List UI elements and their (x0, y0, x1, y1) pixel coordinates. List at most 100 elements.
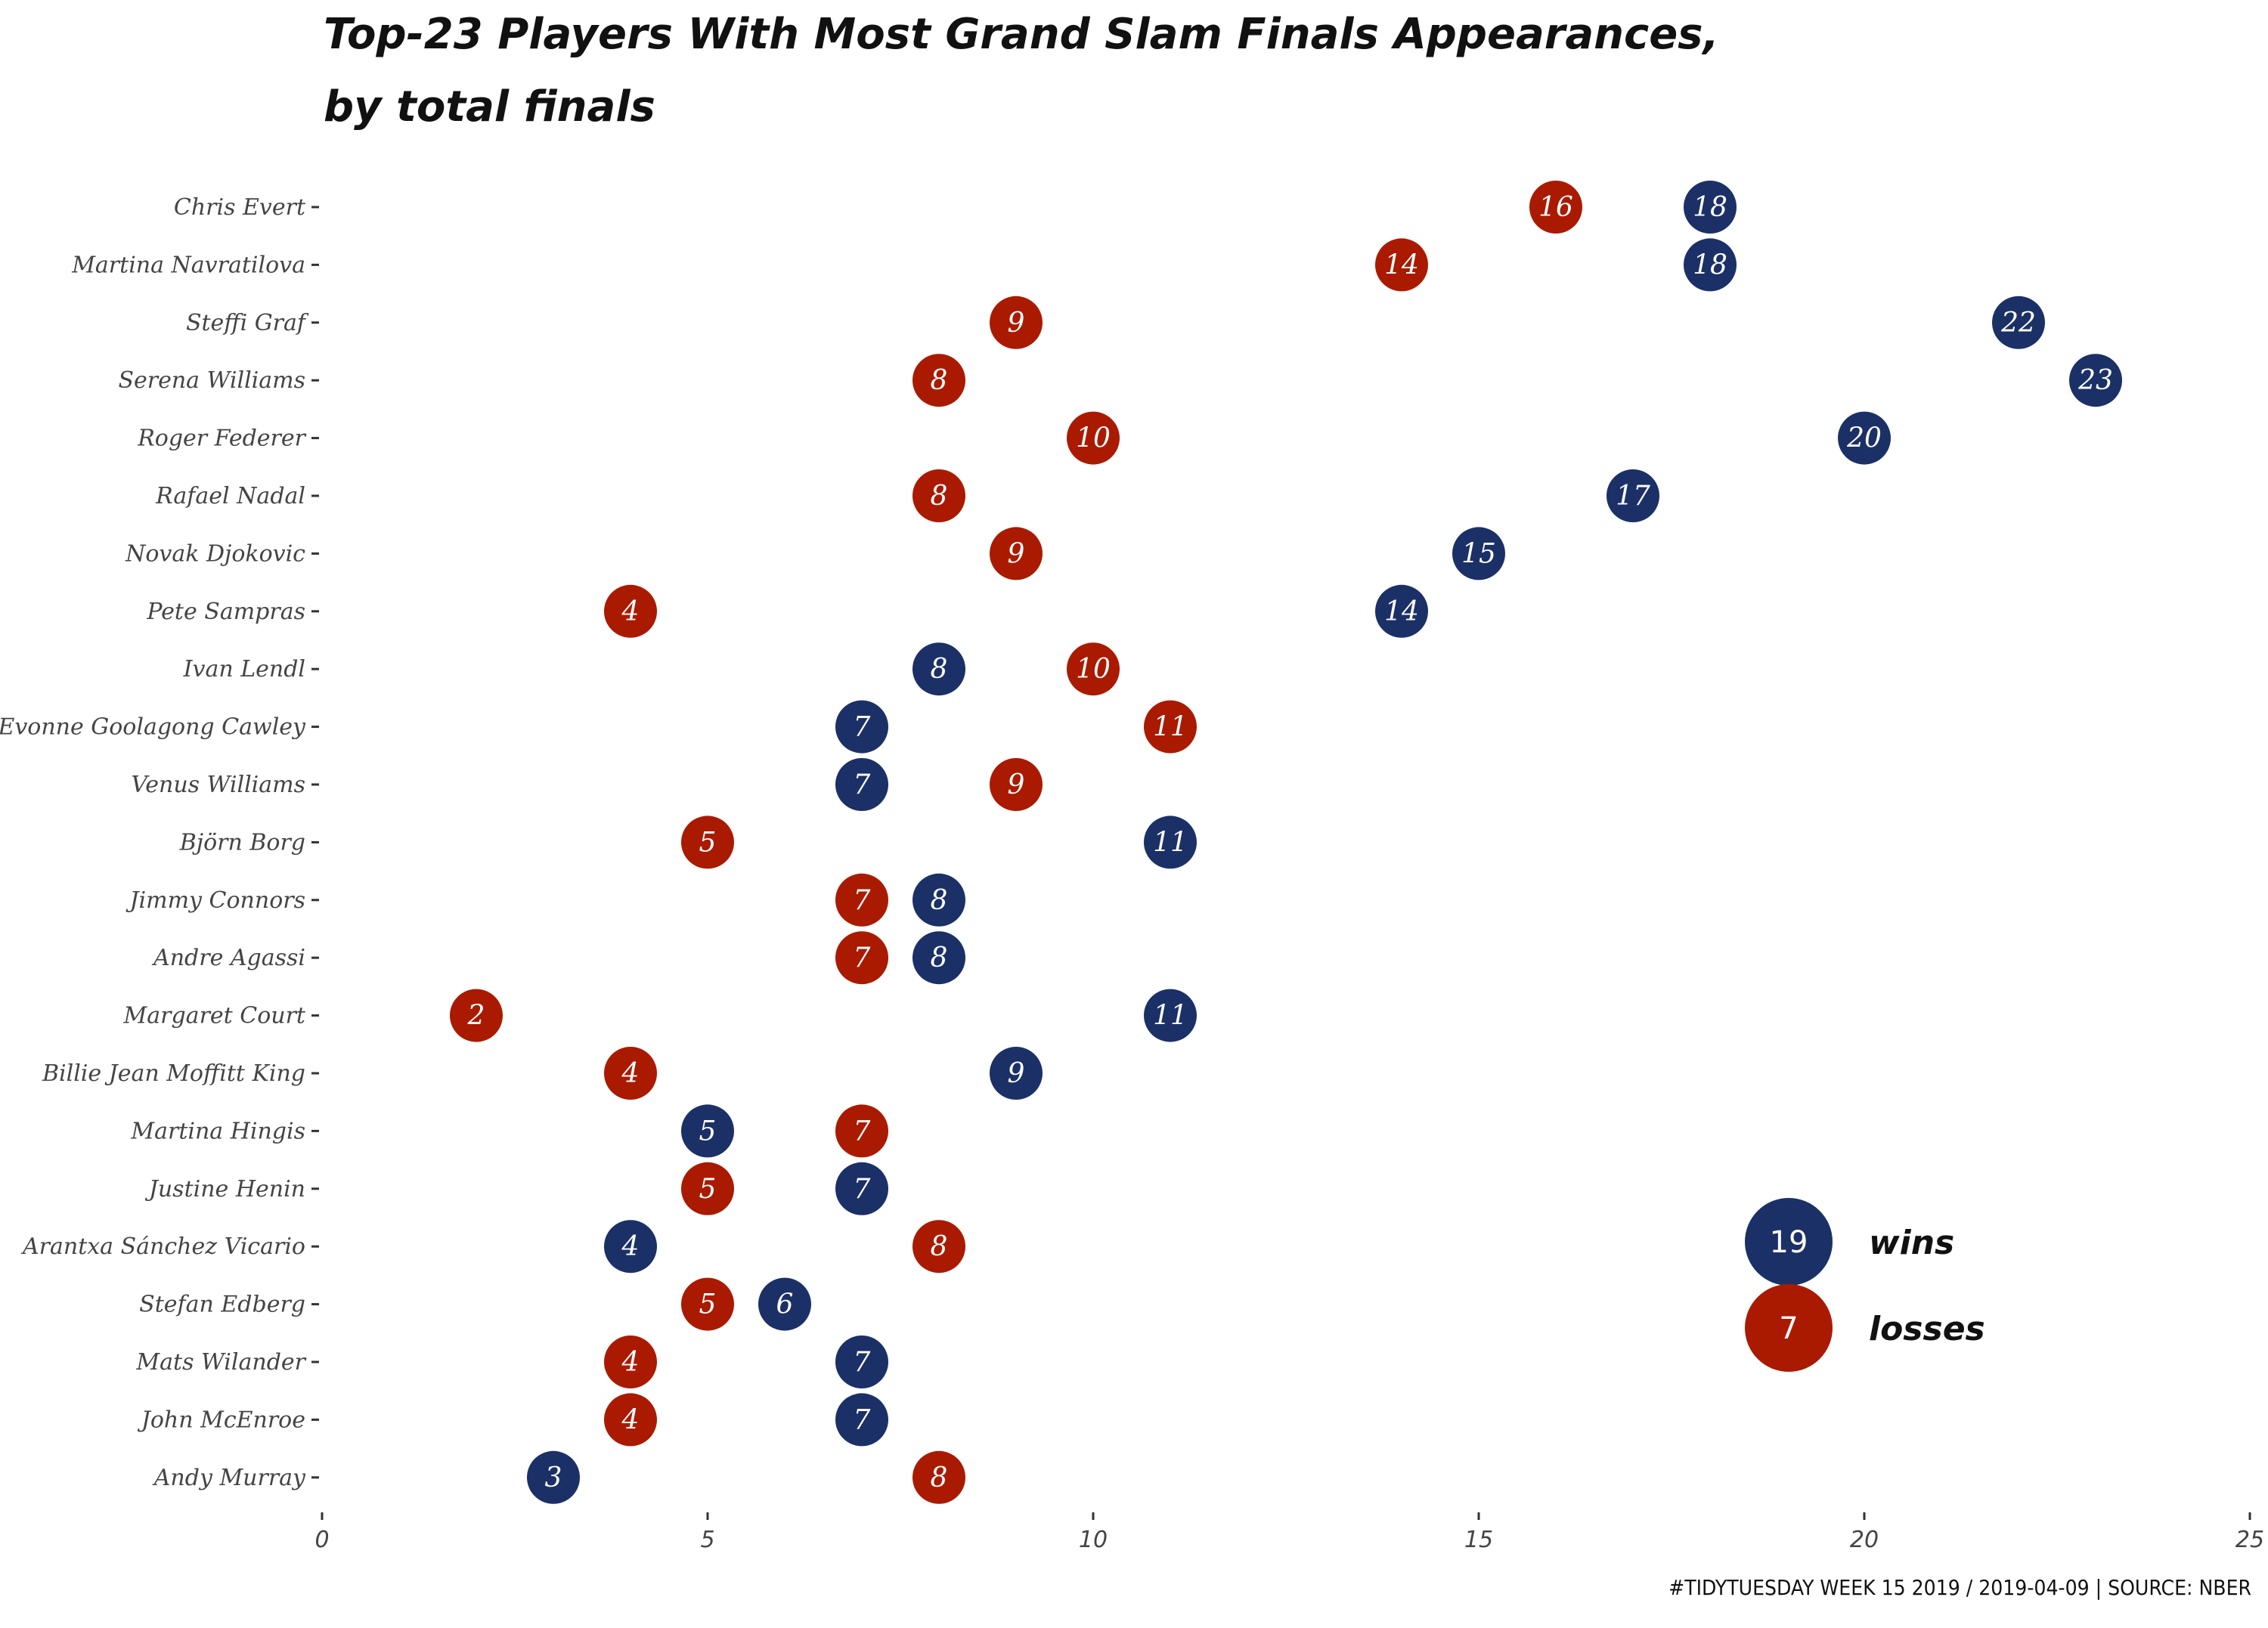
dot-value-label: 9 (1008, 769, 1025, 800)
x-tick-label: 10 (1079, 1527, 1108, 1553)
losses-dot (912, 1450, 965, 1504)
wins-dot (527, 1450, 580, 1504)
wins-dot (1375, 584, 1428, 638)
dot-value-label: 17 (1616, 481, 1650, 512)
losses-dot (990, 527, 1043, 580)
wins-dot (1144, 989, 1197, 1042)
player-label: Venus Williams (131, 772, 305, 798)
dot-value-label: 18 (1693, 192, 1727, 223)
dot-value-label: 7 (854, 769, 871, 800)
losses-dot (681, 1277, 734, 1331)
x-tick-label: 15 (1464, 1527, 1493, 1553)
wins-point: 9 (990, 1047, 1043, 1100)
player-label: Novak Djokovic (125, 540, 305, 567)
losses-point: 11 (1144, 700, 1197, 754)
dot-value-label: 7 (854, 1404, 871, 1435)
wins-point: 11 (1144, 989, 1197, 1042)
losses-dot (990, 758, 1043, 811)
dot-value-label: 8 (931, 365, 948, 396)
chart-caption: #TIDYTUESDAY WEEK 15 2019 / 2019-04-09 |… (1668, 1575, 2251, 1600)
dot-value-label: 15 (1461, 538, 1496, 569)
player-label: Chris Evert (174, 194, 306, 221)
dot-value-label: 7 (854, 885, 871, 916)
wins-point: 8 (912, 873, 965, 927)
dot-value-label: 9 (1008, 308, 1025, 339)
x-axis: 0 5 10 15 20 25 (314, 1512, 2264, 1553)
legend-item-wins: 19 wins (1745, 1198, 1954, 1286)
losses-dot (681, 1162, 734, 1215)
wins-point: 11 (1144, 816, 1197, 869)
dot-value-label: 8 (931, 942, 948, 973)
legend-dot (1745, 1284, 1833, 1372)
losses-dot (835, 873, 888, 927)
wins-point: 18 (1684, 181, 1737, 234)
losses-point: 10 (1067, 642, 1120, 696)
dot-value-label: 8 (931, 1231, 948, 1262)
legend-label: wins (1869, 1224, 1954, 1262)
dot-value-label: 5 (699, 1116, 717, 1147)
chart-title-line-1: Top-23 Players With Most Grand Slam Fina… (324, 10, 1719, 59)
dot-value-label: 4 (621, 1347, 640, 1378)
player-label: Martina Navratilova (71, 252, 305, 278)
losses-point: 7 (835, 1104, 888, 1158)
wins-dot (835, 758, 888, 811)
dot-value-label: 4 (621, 1231, 640, 1262)
losses-point: 4 (604, 1336, 657, 1388)
losses-point: 5 (681, 816, 734, 869)
dot-value-label: 10 (1076, 423, 1111, 454)
player-label: Andre Agassi (151, 945, 305, 971)
wins-dot (835, 1336, 888, 1388)
losses-point: 7 (835, 931, 888, 985)
wins-dot (681, 1104, 734, 1158)
wins-point: 17 (1606, 469, 1659, 522)
wins-point: 7 (835, 700, 888, 754)
legend-dot (1745, 1198, 1833, 1286)
dot-value-label: 9 (1008, 1058, 1025, 1089)
wins-point: 8 (912, 931, 965, 985)
wins-point: 15 (1452, 527, 1505, 580)
wins-point: 7 (835, 1393, 888, 1447)
losses-dot (1067, 411, 1120, 465)
wins-dot (1838, 411, 1891, 465)
dot-value-label: 4 (621, 596, 640, 627)
dot-value-label: 23 (2077, 365, 2113, 396)
losses-point: 4 (604, 1047, 657, 1100)
dot-value-label: 3 (545, 1462, 562, 1493)
dot-value-label: 7 (854, 1174, 871, 1205)
wins-point: 14 (1375, 584, 1428, 638)
player-label: Martina Hingis (130, 1118, 305, 1144)
dot-value-label: 11 (1153, 712, 1188, 743)
losses-dot (912, 469, 965, 522)
wins-dot (1452, 527, 1505, 580)
wins-point: 7 (835, 1336, 888, 1388)
player-label: Evonne Goolagong Cawley (0, 714, 306, 741)
x-tick-label: 5 (700, 1527, 714, 1553)
dot-value-label: 11 (1153, 827, 1188, 858)
player-label: Stefan Edberg (139, 1292, 305, 1318)
losses-dot (835, 931, 888, 985)
losses-point: 14 (1375, 238, 1428, 292)
player-label: John McEnroe (137, 1407, 305, 1433)
player-label: Andy Murray (152, 1465, 306, 1491)
player-label: Margaret Court (123, 1003, 306, 1029)
losses-point: 9 (990, 527, 1043, 580)
dot-value-label: 7 (854, 1347, 871, 1378)
wins-dot (1684, 181, 1737, 234)
wins-point: 3 (527, 1450, 580, 1504)
losses-dot (604, 1336, 657, 1388)
dot-value-label: 10 (1076, 654, 1111, 685)
wins-dot (912, 873, 965, 927)
losses-dot (835, 1104, 888, 1158)
player-label: Roger Federer (137, 426, 306, 452)
losses-point: 4 (604, 584, 657, 638)
wins-dot (1992, 296, 2045, 349)
wins-point: 23 (2069, 354, 2122, 407)
wins-dot (604, 1220, 657, 1274)
dot-value-label: 6 (776, 1289, 794, 1320)
wins-dot (990, 1047, 1043, 1100)
dot-value-label: 8 (931, 1462, 948, 1493)
losses-dot (1144, 700, 1197, 754)
player-label: Ivan Lendl (183, 656, 305, 682)
losses-dot (990, 296, 1043, 349)
